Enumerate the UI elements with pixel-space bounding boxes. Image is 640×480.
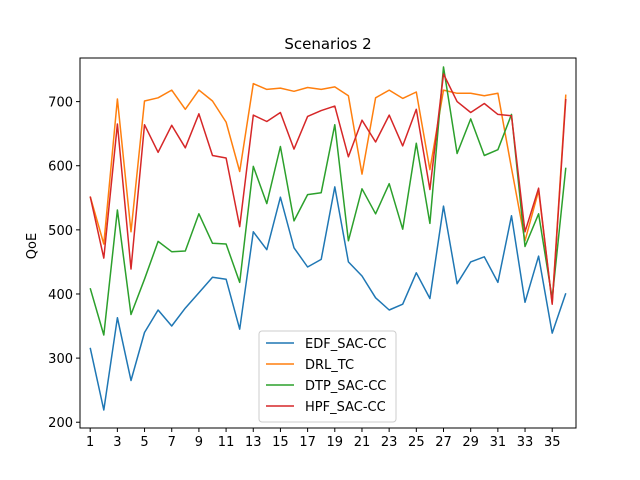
x-tick-label: 9 <box>195 435 203 450</box>
y-axis-label: QoE <box>25 233 40 259</box>
x-tick-label: 29 <box>462 435 479 450</box>
series-line-edf-sac-cc <box>89 186 567 411</box>
x-tick-label: 1 <box>86 435 94 450</box>
y-tick-label: 600 <box>48 160 73 175</box>
legend-label: EDF_SAC-CC <box>305 337 386 352</box>
series-line-drl-tc <box>89 82 567 304</box>
x-tick-label: 21 <box>354 435 371 450</box>
x-tick-label: 25 <box>408 435 425 450</box>
legend-box <box>258 330 397 423</box>
y-axis-ticks: 200 300 400 500 600 700 <box>48 96 80 431</box>
x-tick-label: 23 <box>381 435 398 450</box>
x-tick-label: 7 <box>168 435 176 450</box>
series-line-dtp-sac-cc <box>89 66 567 336</box>
y-tick-label: 200 <box>48 416 73 431</box>
chart-title: Scenarios 2 <box>284 35 371 53</box>
x-tick-label: 19 <box>327 435 344 450</box>
legend-label: DTP_SAC-CC <box>305 379 386 394</box>
x-tick-label: 31 <box>490 435 507 450</box>
x-tick-label: 35 <box>544 435 561 450</box>
x-tick-label: 27 <box>435 435 452 450</box>
legend-label: HPF_SAC-CC <box>305 400 386 415</box>
x-tick-label: 33 <box>517 435 534 450</box>
plot-frame <box>79 57 577 429</box>
y-tick-label: 300 <box>48 352 73 367</box>
x-tick-label: 3 <box>113 435 121 450</box>
x-tick-label: 15 <box>272 435 289 450</box>
y-tick-label: 700 <box>48 96 73 111</box>
x-tick-label: 17 <box>299 435 316 450</box>
legend: EDF_SAC-CC DRL_TC DTP_SAC-CC HPF_SAC-CC <box>258 330 397 423</box>
y-tick-label: 400 <box>48 288 73 303</box>
x-axis-ticks: 1 3 5 7 9 11 13 15 17 19 21 23 25 27 29 31 33 35 <box>86 428 560 450</box>
y-tick-label: 500 <box>48 224 73 239</box>
x-tick-label: 11 <box>218 435 235 450</box>
series-line-hpf-sac-cc <box>89 73 567 305</box>
x-tick-label: 5 <box>140 435 148 450</box>
legend-label: DRL_TC <box>305 358 354 373</box>
x-tick-label: 13 <box>245 435 262 450</box>
plot-series <box>89 66 567 411</box>
